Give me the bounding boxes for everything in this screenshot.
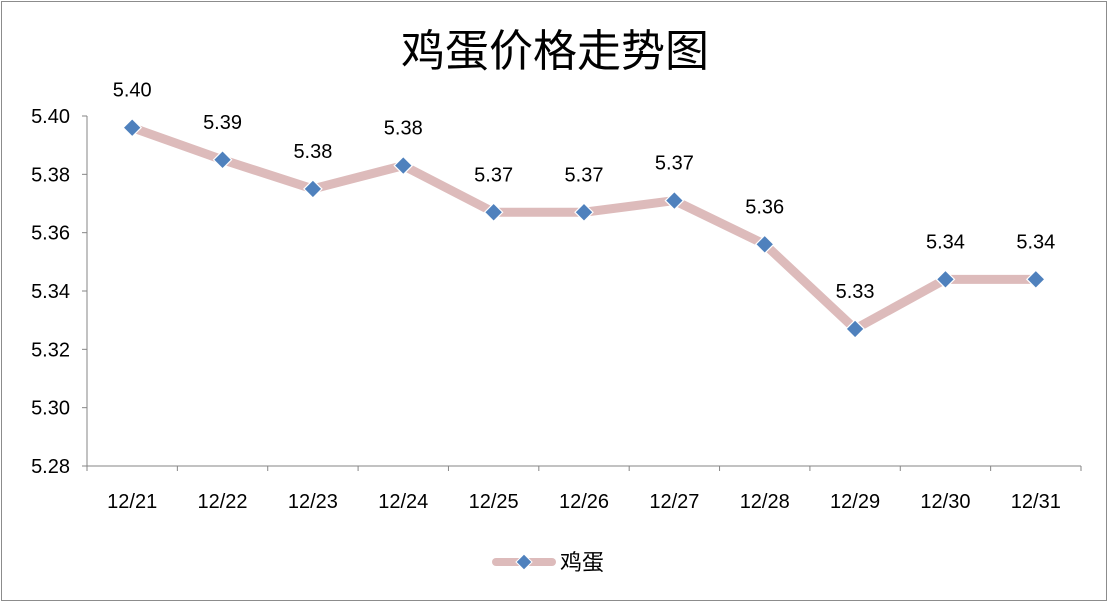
data-point-marker — [1025, 269, 1046, 290]
data-point-marker — [393, 155, 414, 176]
x-tick-label: 12/26 — [559, 491, 609, 513]
y-tick-label: 5.40 — [31, 106, 70, 128]
data-label: 5.38 — [384, 118, 423, 140]
y-tick-label: 5.32 — [31, 339, 70, 361]
data-point-marker — [845, 319, 865, 339]
x-tick-label: 12/30 — [920, 491, 970, 513]
x-tick-label: 12/24 — [378, 491, 428, 513]
legend: 鸡蛋 — [492, 551, 604, 576]
y-tick-label: 5.30 — [31, 398, 70, 420]
y-tick-label: 5.34 — [31, 281, 70, 303]
x-tick-label: 12/29 — [830, 491, 880, 513]
series-line — [127, 123, 1041, 334]
x-tick-label: 12/22 — [198, 491, 248, 513]
data-point-marker — [212, 149, 233, 170]
x-tick-label: 12/23 — [288, 491, 338, 513]
data-label: 5.37 — [474, 164, 513, 186]
data-label: 5.34 — [926, 231, 965, 253]
data-label: 5.36 — [745, 196, 784, 218]
x-tick-label: 12/25 — [469, 491, 519, 513]
x-tick-label: 12/28 — [740, 491, 790, 513]
legend-marker — [515, 553, 533, 571]
x-tick-label: 12/21 — [107, 491, 157, 513]
data-label: 5.38 — [293, 141, 332, 163]
y-tick-label: 5.36 — [31, 223, 70, 245]
legend-label: 鸡蛋 — [560, 551, 604, 576]
data-point-marker — [574, 202, 594, 223]
data-point-marker — [664, 190, 685, 211]
data-point-marker — [754, 234, 775, 255]
data-label: 5.37 — [565, 164, 604, 186]
data-point-marker — [935, 269, 956, 290]
y-tick-label: 5.28 — [31, 456, 70, 478]
data-label: 5.40 — [113, 80, 152, 102]
x-tick-label: 12/31 — [1011, 491, 1061, 513]
x-tick-label: 12/27 — [649, 491, 699, 513]
data-label: 5.34 — [1016, 231, 1055, 253]
data-point-marker — [303, 179, 323, 199]
data-label: 5.39 — [203, 112, 242, 134]
data-label: 5.33 — [836, 281, 875, 303]
data-point-marker — [483, 202, 504, 223]
data-label: 5.37 — [655, 153, 694, 175]
data-point-marker — [122, 117, 143, 138]
chart-title: 鸡蛋价格走势图 — [401, 26, 709, 77]
y-tick-label: 5.38 — [31, 164, 70, 186]
